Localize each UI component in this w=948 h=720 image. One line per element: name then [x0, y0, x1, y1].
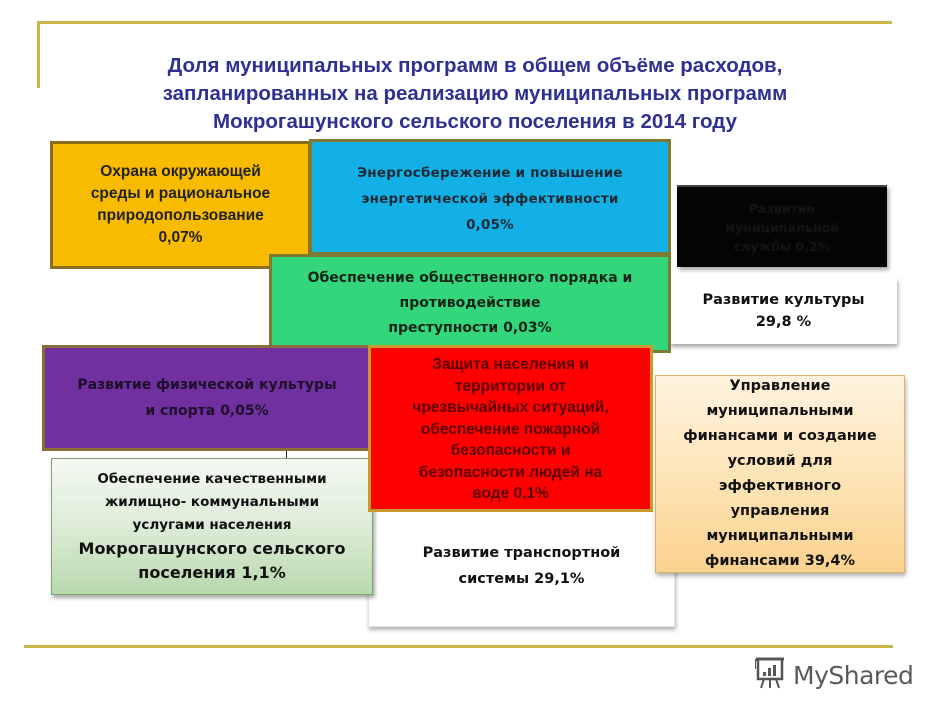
program-label: обеспечение пожарной: [420, 420, 601, 438]
program-share: 0,05%: [466, 217, 514, 233]
program-label: Обеспечение общественного порядка и: [307, 270, 633, 286]
title-line: запланированных на реализацию муниципаль…: [162, 82, 788, 105]
title-line: Доля муниципальных программ в общем объё…: [167, 54, 783, 77]
program-share: преступности 0,03%: [388, 320, 552, 336]
frame-top-line: [38, 21, 892, 24]
program-label: Развитие транспортной: [422, 545, 621, 561]
program-label: Обеспечение качественными: [97, 471, 327, 487]
program-label: услугами населения: [132, 517, 292, 533]
program-label: чрезвычайных ситуаций,: [412, 399, 609, 417]
watermark-text: MyShared: [793, 660, 914, 690]
program-box-public-order: Обеспечение общественного порядка и прот…: [269, 254, 671, 353]
program-label: Мокрогашунского сельского: [78, 539, 346, 558]
program-label: Управление: [729, 378, 831, 394]
program-label: муниципальными: [706, 528, 854, 544]
program-box-culture: Развитие культуры 29,8 %: [670, 278, 897, 344]
program-share: системы 29,1%: [458, 571, 585, 587]
program-label: Развитие: [748, 200, 815, 216]
frame-bottom-line: [24, 645, 893, 648]
program-label: энергетической эффективности: [361, 191, 619, 207]
program-label: эффективного: [718, 478, 842, 494]
program-box-municipal-service: Развитие муниципальной службы 0,2%: [677, 185, 887, 267]
program-label: Защита населения и: [432, 356, 589, 374]
program-label: муниципальной: [725, 219, 839, 235]
program-box-environment: Охрана окружающей среды и рациональное п…: [50, 141, 311, 269]
program-share: воде 0,1%: [472, 485, 549, 503]
program-label: жилищно- коммунальными: [104, 494, 320, 510]
frame-left-line: [37, 21, 40, 88]
program-share: и спорта 0,05%: [145, 403, 269, 419]
program-share: 29,8 %: [755, 314, 812, 330]
program-label: противодействие: [399, 295, 541, 311]
program-label: Развитие физической культуры: [77, 377, 337, 393]
slide-title: Доля муниципальных программ в общем объё…: [40, 52, 910, 136]
program-box-transport: Развитие транспортной системы 29,1%: [368, 505, 675, 627]
program-share: поселения 1,1%: [138, 563, 286, 582]
program-label: безопасности и: [450, 442, 571, 460]
program-box-energy: Энергосбережение и повышение энергетичес…: [309, 139, 671, 255]
program-label: Развитие культуры: [702, 292, 865, 308]
program-label: среды и рациональное: [90, 185, 271, 202]
program-label: муниципальными: [706, 403, 854, 419]
program-label: природопользование: [97, 207, 264, 224]
program-box-finance: Управление муниципальными финансами и со…: [655, 375, 905, 573]
program-label: территории от: [454, 377, 567, 395]
program-share: службы 0,2%: [733, 238, 831, 254]
program-box-housing: Обеспечение качественными жилищно- комму…: [51, 458, 373, 595]
connector-tick: [286, 450, 287, 458]
program-label: Энергосбережение и повышение: [357, 165, 623, 181]
program-box-emergency: Защита населения и территории от чрезвыч…: [368, 345, 653, 512]
program-box-sport: Развитие физической культуры и спорта 0,…: [42, 345, 372, 451]
program-label: Охрана окружающей: [100, 163, 261, 180]
program-label: управления: [730, 503, 830, 519]
program-label: финансами и создание: [683, 428, 877, 444]
watermark-logo[interactable]: MyShared: [754, 656, 914, 694]
program-label: условий для: [727, 453, 833, 469]
program-share: 0,07%: [158, 229, 203, 246]
presentation-board-icon: [754, 656, 787, 694]
program-share: финансами 39,4%: [704, 553, 856, 569]
title-line: Мокрогашунского сельского поселения в 20…: [213, 110, 737, 133]
program-label: безопасности людей на: [418, 463, 603, 481]
